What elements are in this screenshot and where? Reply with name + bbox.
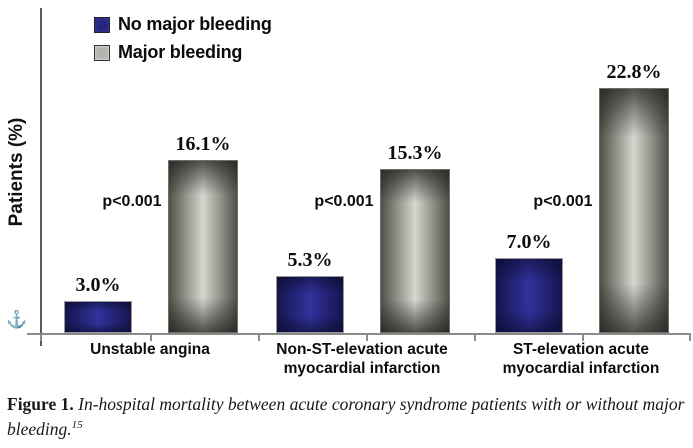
figure-caption-text: In-hospital mortality between acute coro… bbox=[7, 394, 685, 440]
figure-caption: Figure 1. In-hospital mortality between … bbox=[7, 392, 689, 443]
p-value-label-1: p<0.001 bbox=[102, 193, 162, 210]
x-axis-tick bbox=[582, 334, 584, 341]
value-label-major-bleeding-3: 22.8% bbox=[606, 61, 662, 83]
x-axis-tick bbox=[258, 334, 260, 341]
value-label-major-bleeding-2: 15.3% bbox=[387, 142, 443, 164]
bar-no-major-bleeding-2 bbox=[276, 276, 344, 333]
legend-item-major-bleeding: Major bleeding bbox=[94, 42, 272, 63]
bar-chart: Patients (%) No major bleeding Major ble… bbox=[6, 8, 691, 377]
x-axis-tick bbox=[150, 334, 152, 341]
value-label-major-bleeding-1: 16.1% bbox=[175, 133, 231, 155]
y-axis-label: Patients (%) bbox=[6, 117, 27, 227]
y-axis-line bbox=[40, 8, 42, 346]
legend-label-major-bleeding: Major bleeding bbox=[118, 42, 243, 62]
x-axis-tick bbox=[366, 334, 368, 341]
anchor-icon: ⚓ bbox=[6, 310, 28, 329]
value-label-no-major-bleeding-3: 7.0% bbox=[506, 231, 552, 253]
x-axis-category-label-2: Non-ST-elevation acute myocardial infarct… bbox=[276, 341, 448, 377]
bar-major-bleeding-1 bbox=[168, 160, 238, 333]
x-axis-line bbox=[27, 333, 691, 335]
x-axis-tick bbox=[474, 334, 476, 341]
x-axis-tick bbox=[689, 334, 691, 341]
bar-major-bleeding-3 bbox=[599, 88, 669, 333]
p-value-label-3: p<0.001 bbox=[533, 193, 593, 210]
x-axis-category-label-1: Unstable angina bbox=[90, 341, 210, 358]
value-label-no-major-bleeding-1: 3.0% bbox=[75, 274, 121, 296]
bar-no-major-bleeding-1 bbox=[64, 301, 132, 333]
x-axis-tick bbox=[40, 334, 42, 341]
figure-caption-label: Figure 1. bbox=[7, 394, 74, 414]
legend-item-no-major-bleeding: No major bleeding bbox=[94, 14, 272, 35]
x-axis-category-label-3: ST-elevation acute myocardial infarction bbox=[502, 341, 660, 377]
legend: No major bleeding Major bleeding bbox=[94, 14, 272, 70]
value-label-no-major-bleeding-2: 5.3% bbox=[287, 249, 333, 271]
legend-swatch-no-major-bleeding-icon bbox=[94, 16, 110, 33]
figure-caption-reference: 15 bbox=[71, 419, 83, 432]
legend-swatch-major-bleeding-icon bbox=[94, 44, 110, 61]
bar-major-bleeding-2 bbox=[380, 169, 450, 333]
p-value-label-2: p<0.001 bbox=[314, 193, 374, 210]
legend-label-no-major-bleeding: No major bleeding bbox=[118, 14, 272, 34]
bar-no-major-bleeding-3 bbox=[495, 258, 563, 333]
